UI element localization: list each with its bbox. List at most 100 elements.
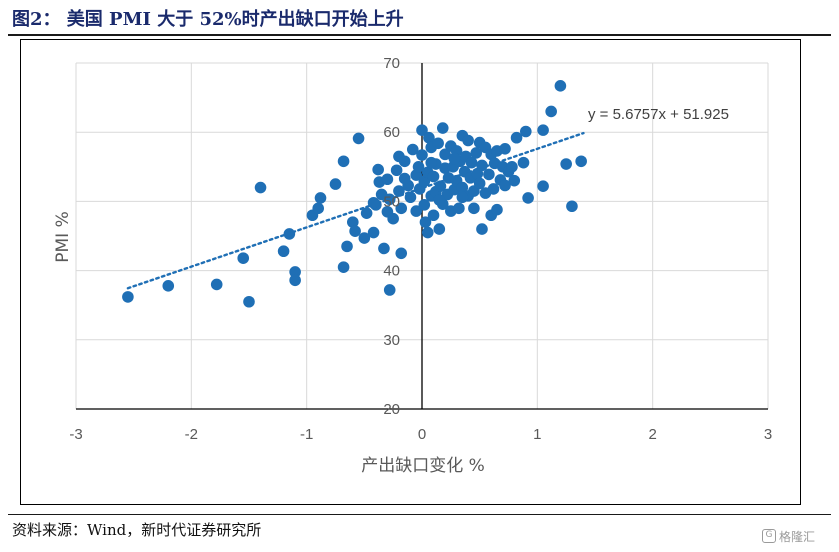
x-tick-label: 2 xyxy=(648,426,656,443)
title-rule xyxy=(8,34,831,36)
data-point xyxy=(404,191,417,204)
data-point xyxy=(410,205,423,217)
data-point xyxy=(122,291,134,303)
data-point xyxy=(468,202,480,215)
data-point xyxy=(372,163,384,176)
data-point xyxy=(395,247,408,260)
y-tick-label: 60 xyxy=(383,124,400,141)
x-tick-label: -2 xyxy=(185,426,198,443)
data-point xyxy=(416,149,428,161)
data-point xyxy=(383,284,396,296)
data-point xyxy=(499,143,511,155)
data-point xyxy=(398,172,411,185)
data-point xyxy=(432,137,444,150)
data-point xyxy=(349,225,361,237)
data-point xyxy=(406,143,419,156)
data-point xyxy=(418,175,431,188)
data-point xyxy=(545,105,557,118)
data-point xyxy=(491,203,503,216)
data-point xyxy=(453,202,465,215)
data-points xyxy=(122,80,587,308)
data-point xyxy=(566,200,578,213)
data-point xyxy=(398,155,411,168)
data-point xyxy=(425,156,438,169)
data-point xyxy=(347,216,359,228)
data-point xyxy=(537,180,549,192)
data-point xyxy=(487,183,500,195)
y-tick-label: 20 xyxy=(383,401,400,418)
data-point xyxy=(421,226,434,239)
data-point xyxy=(554,80,567,92)
watermark-logo-icon: G xyxy=(762,529,776,543)
data-point xyxy=(508,174,521,187)
x-tick-label: -3 xyxy=(69,426,82,443)
data-point xyxy=(520,125,532,138)
trendline-equation: y = 5.6757x + 51.925 xyxy=(588,106,729,123)
data-point xyxy=(367,226,380,239)
data-point xyxy=(456,181,469,194)
data-point xyxy=(434,180,447,192)
y-tick-labels: 20 30 40 50 60 70 xyxy=(383,55,400,418)
data-point xyxy=(499,179,511,192)
data-point xyxy=(162,280,175,292)
data-point xyxy=(465,156,478,169)
data-point xyxy=(387,212,399,225)
data-point xyxy=(456,191,469,204)
data-point xyxy=(560,158,572,170)
data-point xyxy=(337,155,350,168)
y-tick-label: 50 xyxy=(383,193,400,210)
data-point xyxy=(418,199,431,211)
data-point xyxy=(337,261,350,273)
data-point xyxy=(329,178,342,190)
x-tick-label: -1 xyxy=(300,426,313,443)
data-point xyxy=(473,177,486,190)
data-point xyxy=(419,216,432,228)
data-point xyxy=(427,170,440,183)
data-point xyxy=(378,242,390,255)
x-tick-label: 0 xyxy=(418,426,426,443)
data-point xyxy=(433,223,446,235)
watermark-text: 格隆汇 xyxy=(779,529,816,544)
data-point xyxy=(210,278,223,291)
x-tick-label: 3 xyxy=(764,426,772,443)
data-point xyxy=(254,181,267,194)
data-point xyxy=(476,159,488,172)
chart-frame xyxy=(20,39,801,505)
trendline xyxy=(126,131,585,290)
data-point xyxy=(390,164,403,177)
data-point xyxy=(412,161,425,173)
data-point xyxy=(470,147,483,159)
y-tick-label: 40 xyxy=(383,263,400,280)
data-point xyxy=(506,161,518,173)
data-point xyxy=(448,152,461,165)
data-point xyxy=(462,134,474,147)
data-point xyxy=(367,196,380,209)
data-point xyxy=(522,192,534,204)
data-point xyxy=(283,228,296,240)
data-point xyxy=(289,266,301,278)
data-point xyxy=(289,274,301,287)
x-tick-label: 1 xyxy=(533,426,541,443)
axes xyxy=(76,63,768,410)
data-point xyxy=(360,207,373,219)
y-tick-label: 30 xyxy=(383,332,400,349)
data-point xyxy=(312,202,325,215)
data-point xyxy=(352,132,365,145)
data-point xyxy=(476,223,488,235)
bottom-rule xyxy=(8,514,831,515)
data-point xyxy=(395,202,408,215)
data-point xyxy=(436,122,449,134)
data-point xyxy=(416,124,428,136)
y-tick-label: 70 xyxy=(383,55,400,72)
data-point xyxy=(427,209,440,222)
x-tick-labels: -3 -2 -1 0 1 2 3 xyxy=(69,426,772,443)
data-point xyxy=(314,192,327,204)
x-axis-label: 产出缺口变化 % xyxy=(361,456,485,476)
data-point xyxy=(243,295,255,308)
data-point xyxy=(575,155,587,168)
data-point xyxy=(237,252,250,264)
data-point xyxy=(358,232,371,244)
data-point xyxy=(483,168,495,181)
data-point xyxy=(277,245,290,258)
